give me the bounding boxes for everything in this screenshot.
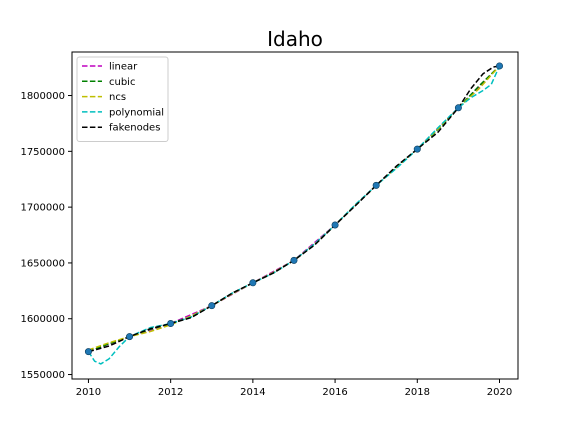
legend-label-fakenodes: fakenodes	[109, 123, 160, 134]
legend-label-polynomial: polynomial	[109, 107, 164, 118]
y-tick-label: 1550000	[20, 370, 65, 381]
x-tick-label: 2018	[405, 387, 430, 398]
y-axis: 1550000 1600000 1650000 1700000 1750000 18000…	[20, 91, 72, 381]
x-tick-label: 2016	[322, 387, 347, 398]
data-point	[167, 320, 175, 328]
y-tick-label: 1700000	[20, 203, 65, 214]
x-tick-label: 2012	[158, 387, 183, 398]
data-point	[249, 279, 257, 287]
legend-label-linear: linear	[109, 62, 138, 73]
legend-box	[76, 56, 169, 142]
data-point	[126, 333, 134, 341]
chart-title: Idaho	[267, 27, 323, 51]
x-tick-label: 2010	[76, 387, 101, 398]
series-line-fakenodes	[88, 65, 500, 353]
y-tick-label: 1650000	[20, 258, 65, 269]
y-tick-label: 1750000	[20, 147, 65, 158]
data-point	[331, 221, 339, 229]
x-tick-label: 2014	[240, 387, 265, 398]
data-point	[413, 145, 421, 153]
y-tick-label: 1600000	[20, 314, 65, 325]
legend-label-cubic: cubic	[109, 77, 135, 88]
x-tick-label: 2020	[487, 387, 512, 398]
data-point	[372, 181, 380, 189]
y-tick-label: 1800000	[20, 91, 65, 102]
points-layer	[84, 62, 504, 356]
data-point	[290, 256, 298, 264]
legend-label-ncs: ncs	[109, 92, 126, 103]
plot-frame	[71, 51, 519, 380]
legend: linear cubic ncs polynomial fakenodes	[76, 56, 169, 142]
data-point	[454, 104, 462, 112]
data-point	[84, 348, 92, 356]
x-axis: 2010 2012 2014 2016 2018 2020	[76, 379, 512, 398]
data-point	[496, 62, 504, 70]
plot-area	[71, 51, 519, 380]
data-point	[208, 302, 216, 310]
